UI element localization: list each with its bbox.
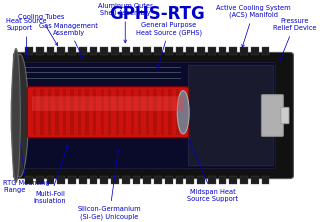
FancyBboxPatch shape xyxy=(13,52,293,178)
Bar xyxy=(154,47,162,55)
Ellipse shape xyxy=(12,49,20,182)
Bar xyxy=(165,176,172,184)
FancyBboxPatch shape xyxy=(27,87,189,138)
Bar xyxy=(186,176,194,184)
Bar xyxy=(63,89,66,135)
Bar xyxy=(100,176,108,184)
FancyBboxPatch shape xyxy=(32,96,184,111)
Bar xyxy=(168,89,172,135)
Bar xyxy=(146,89,149,135)
Bar xyxy=(208,176,216,184)
Bar xyxy=(154,176,162,184)
Bar xyxy=(90,47,97,55)
Bar xyxy=(176,89,179,135)
Bar xyxy=(240,47,248,55)
Text: RTG Mounting
Flange: RTG Mounting Flange xyxy=(3,126,50,193)
Bar xyxy=(40,89,44,135)
Bar xyxy=(122,176,130,184)
Ellipse shape xyxy=(11,54,28,177)
Bar xyxy=(33,89,36,135)
Bar xyxy=(219,176,226,184)
FancyBboxPatch shape xyxy=(19,63,276,168)
Bar xyxy=(85,89,89,135)
Bar xyxy=(100,47,108,55)
Bar xyxy=(48,89,51,135)
Bar xyxy=(36,176,44,184)
Bar xyxy=(251,47,259,55)
FancyBboxPatch shape xyxy=(261,95,284,137)
Bar xyxy=(143,176,151,184)
Bar xyxy=(176,176,183,184)
Bar xyxy=(229,176,237,184)
Bar xyxy=(138,89,141,135)
Bar xyxy=(68,176,76,184)
Text: Pressure
Relief Device: Pressure Relief Device xyxy=(273,18,316,60)
Bar xyxy=(122,47,130,55)
Bar xyxy=(47,176,54,184)
Bar xyxy=(55,89,59,135)
Bar xyxy=(197,176,205,184)
Text: GPHS-RTG: GPHS-RTG xyxy=(109,5,204,23)
Text: Heat Source
Support: Heat Source Support xyxy=(6,18,47,58)
Text: Midspan Heat
Source Support: Midspan Heat Source Support xyxy=(188,141,238,202)
Bar xyxy=(25,47,33,55)
Bar xyxy=(78,89,81,135)
Bar xyxy=(132,176,140,184)
Text: General Purpose
Heat Source (GPHS): General Purpose Heat Source (GPHS) xyxy=(136,22,202,69)
Bar xyxy=(25,176,33,184)
Bar xyxy=(229,47,237,55)
Bar xyxy=(251,176,259,184)
Bar xyxy=(176,47,183,55)
Bar xyxy=(132,47,140,55)
Bar xyxy=(143,47,151,55)
Text: Aluminum Outer
Shell Assembly: Aluminum Outer Shell Assembly xyxy=(98,3,153,43)
Bar xyxy=(186,47,194,55)
Bar xyxy=(262,176,269,184)
Bar xyxy=(79,47,87,55)
Bar xyxy=(111,47,119,55)
Bar xyxy=(161,89,164,135)
Bar xyxy=(208,47,216,55)
Bar xyxy=(36,47,44,55)
FancyBboxPatch shape xyxy=(281,107,289,124)
Text: Multi-Foil
Insulation: Multi-Foil Insulation xyxy=(34,145,68,204)
Bar xyxy=(197,47,205,55)
Bar xyxy=(47,47,54,55)
Bar xyxy=(123,89,126,135)
Bar xyxy=(111,176,119,184)
Bar xyxy=(79,176,87,184)
Bar xyxy=(131,89,134,135)
Text: Gas Management
Assembly: Gas Management Assembly xyxy=(39,23,98,58)
Bar xyxy=(57,176,65,184)
Text: Active Cooling System
(ACS) Manifold: Active Cooling System (ACS) Manifold xyxy=(216,5,291,47)
Text: Cooling Tubes: Cooling Tubes xyxy=(18,14,64,46)
Bar xyxy=(108,89,111,135)
Bar xyxy=(262,47,269,55)
Bar xyxy=(240,176,248,184)
Bar xyxy=(93,89,96,135)
Bar xyxy=(219,47,226,55)
Bar xyxy=(165,47,172,55)
Text: Silicon-Germanium
(Si-Ge) Unicouple: Silicon-Germanium (Si-Ge) Unicouple xyxy=(78,149,141,220)
Bar xyxy=(68,47,76,55)
Ellipse shape xyxy=(177,91,189,134)
Bar xyxy=(153,89,156,135)
Bar xyxy=(57,47,65,55)
Bar xyxy=(90,176,97,184)
Bar xyxy=(116,89,119,135)
Bar xyxy=(100,89,104,135)
Bar xyxy=(70,89,74,135)
FancyBboxPatch shape xyxy=(188,65,273,166)
